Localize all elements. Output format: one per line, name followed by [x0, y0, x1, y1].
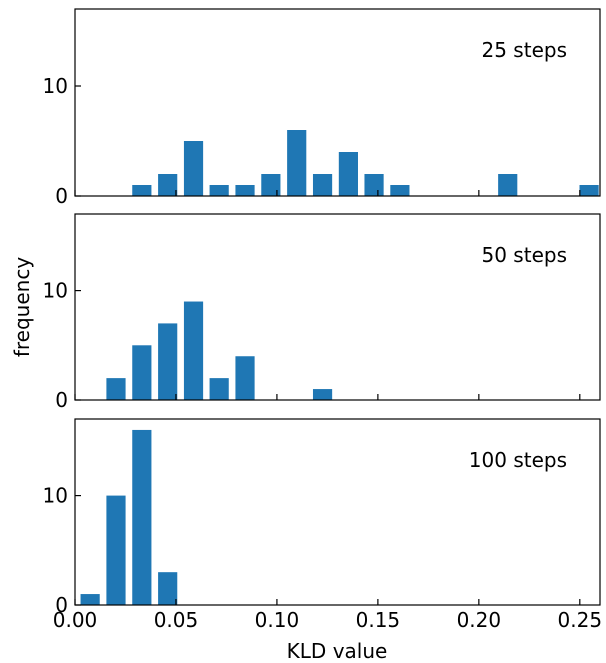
y-tick-label: 10 — [43, 74, 68, 98]
x-tick-label: 0.20 — [457, 608, 502, 632]
panel-frame — [74, 418, 601, 606]
y-tick-label: 0 — [55, 184, 68, 208]
panel-1: 0 10 25 steps — [43, 8, 601, 208]
panel-frame — [74, 8, 601, 197]
bar — [158, 323, 178, 400]
bar — [261, 174, 281, 196]
x-tick-label: 0.00 — [53, 608, 98, 632]
panel-2: 0 10 50 steps — [43, 213, 601, 412]
panel-annotation: 100 steps — [469, 448, 567, 472]
y-tick-label: 10 — [43, 484, 68, 508]
y-axis-label: frequency — [10, 257, 34, 357]
bar — [579, 185, 599, 196]
panel-frame — [74, 213, 601, 401]
y-tick-label: 0 — [55, 388, 68, 412]
panel-annotation: 50 steps — [482, 243, 568, 267]
bar — [158, 572, 178, 605]
panel-annotation: 25 steps — [482, 38, 568, 62]
bar — [183, 141, 204, 196]
bar — [132, 429, 152, 605]
bar — [390, 185, 410, 196]
bar — [235, 185, 255, 196]
bar — [132, 185, 152, 196]
bar — [498, 174, 518, 196]
x-tick-label: 0.15 — [356, 608, 401, 632]
bar — [209, 185, 229, 196]
bar — [132, 345, 152, 400]
bar — [364, 174, 384, 196]
x-tick-label: 0.10 — [255, 608, 300, 632]
y-tick-label: 10 — [43, 279, 68, 303]
x-axis-label: KLD value — [287, 639, 388, 663]
y-tick-label: 0 — [55, 593, 68, 617]
bar — [106, 495, 126, 605]
bar — [80, 594, 100, 605]
x-tick-label: 0.25 — [558, 608, 603, 632]
bar — [209, 378, 229, 400]
bar — [106, 378, 126, 400]
panel-3: 0.00 0.05 0.10 0.15 0.20 0.25 0 10 100 steps — [43, 418, 603, 632]
bar — [183, 301, 204, 400]
bar — [235, 356, 255, 400]
x-tick-label: 0.05 — [154, 608, 199, 632]
bar — [312, 389, 333, 400]
bar — [158, 174, 178, 196]
bar — [312, 174, 333, 196]
bar — [338, 152, 358, 196]
bar — [287, 130, 307, 196]
